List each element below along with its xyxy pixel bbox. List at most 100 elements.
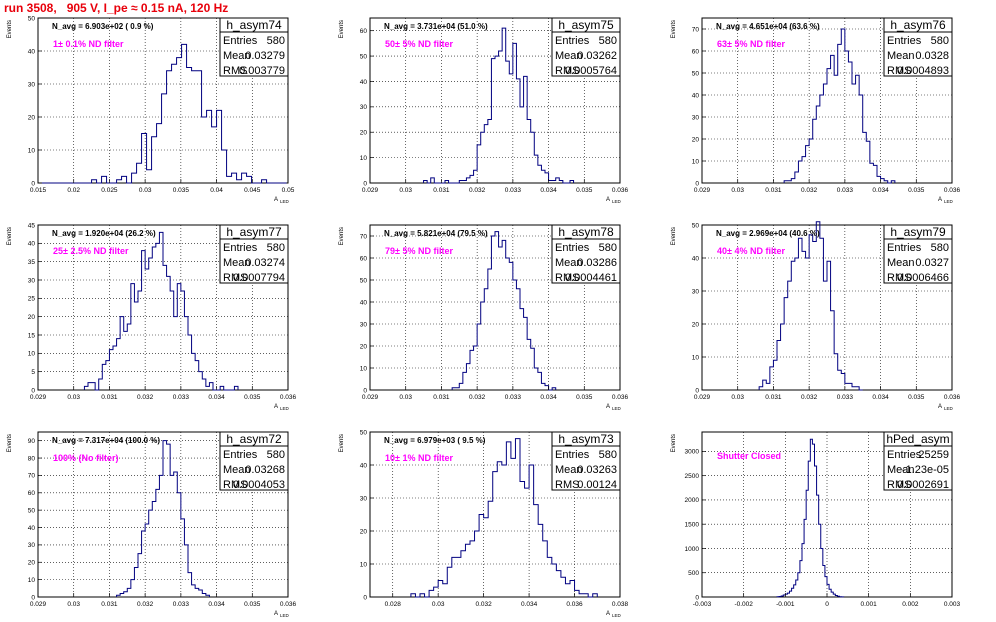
- stat-value: 580: [267, 242, 285, 254]
- histogram-bin: [484, 518, 489, 597]
- histogram-bin: [848, 383, 852, 390]
- histogram-bin: [877, 176, 881, 183]
- histogram-bin: [438, 581, 443, 598]
- x-tick-label: 0.03: [67, 394, 80, 401]
- plot-frame: [369, 224, 621, 391]
- histogram-bin: [547, 557, 552, 597]
- navg-annotation: N_avg = 6.979e+03 ( 9.5 %): [384, 436, 486, 445]
- histogram-bin: [220, 386, 224, 390]
- histogram-bin: [113, 346, 117, 390]
- histogram-bin: [192, 71, 197, 183]
- histogram-bin: [816, 106, 820, 183]
- x-tick-label: 0.031: [433, 394, 450, 401]
- histogram-bin: [162, 94, 167, 183]
- histogram-bin: [234, 386, 238, 390]
- x-tick-label: 0.03: [67, 601, 80, 608]
- histogram-bin: [470, 350, 474, 390]
- histogram-panel: 0.029 0.03 0.031 0.032 0.033 0.034 0.035 0.036 0…: [671, 17, 961, 204]
- x-tick-label: 0.003: [944, 601, 961, 608]
- y-axis-title: Events: [339, 227, 345, 245]
- y-tick-label: 50: [28, 15, 36, 22]
- histogram-bin: [870, 163, 874, 183]
- histogram-bin: [809, 139, 813, 183]
- x-tick-label: 0.04: [210, 187, 223, 194]
- y-tick-label: 25: [28, 296, 36, 303]
- x-tick-label: 0.002: [902, 601, 919, 608]
- histogram-bin: [556, 178, 560, 183]
- histogram-bin: [431, 178, 435, 183]
- histogram-bin: [834, 75, 838, 183]
- stats-box-frame: [883, 17, 953, 77]
- histogram-bin: [848, 62, 852, 183]
- x-tick-label: 0.03: [731, 394, 744, 401]
- y-tick-label: 1000: [685, 546, 700, 553]
- y-tick-label: 0: [31, 387, 35, 394]
- stat-label: Mean: [887, 50, 915, 62]
- stat-value: 580: [931, 242, 949, 254]
- histogram-bin: [466, 364, 470, 390]
- histogram-bin: [195, 361, 199, 390]
- histogram-series: [83, 231, 239, 391]
- stat-value: 0.00124: [577, 479, 617, 491]
- filter-label: 10± 1% ND filter: [385, 453, 453, 463]
- y-tick-label: 35: [28, 259, 36, 266]
- histogram-bin: [131, 284, 135, 390]
- histogram-bin: [174, 317, 178, 390]
- histogram-bin: [149, 258, 153, 390]
- x-tick-label: 0.03: [399, 394, 412, 401]
- x-tick-label: 0.034: [208, 394, 225, 401]
- stat-value: 580: [599, 242, 617, 254]
- histogram-bin: [509, 262, 513, 390]
- histogram-bin: [873, 165, 877, 183]
- x-tick-label: 0.031: [765, 394, 782, 401]
- histogram-bin: [881, 179, 885, 183]
- x-tick-label: 0.033: [505, 187, 522, 194]
- stat-label: Mean: [223, 257, 251, 269]
- x-axis-title-subscript: LED: [944, 406, 954, 411]
- stats-box-frame: [219, 224, 289, 284]
- histogram-bin: [524, 317, 528, 390]
- histogram-bin: [791, 179, 795, 183]
- histogram-bin: [838, 370, 842, 390]
- x-tick-label: 0.045: [244, 187, 261, 194]
- y-tick-label: 20: [28, 560, 36, 567]
- stats-box-frame: [551, 431, 621, 491]
- stat-label: RMS: [555, 65, 579, 77]
- histogram-bin: [152, 247, 156, 390]
- x-tick-label: 0.035: [908, 394, 925, 401]
- histogram-bin: [841, 374, 845, 391]
- x-axis-title: A LED: [606, 611, 622, 618]
- y-tick-label: 60: [28, 490, 36, 497]
- histogram-bin: [527, 120, 531, 183]
- y-tick-label: 20: [360, 130, 368, 137]
- histogram-series: [451, 231, 557, 391]
- stats-box-frame: [219, 17, 289, 77]
- x-tick-label: 0.015: [30, 187, 47, 194]
- y-tick-label: 20: [360, 528, 368, 535]
- histogram-bin: [838, 44, 842, 183]
- stats-box-title: h_asym73: [558, 432, 614, 446]
- histogram-bin: [247, 176, 252, 183]
- stat-label: RMS: [887, 65, 911, 77]
- histogram-bin: [181, 291, 185, 390]
- histogram-bin: [188, 335, 192, 390]
- navg-annotation: N_avg = 7.317e+04 (100.0 %): [52, 436, 160, 445]
- histogram-bin: [866, 141, 870, 183]
- x-tick-label: 0.034: [540, 394, 557, 401]
- x-axis-title: A LED: [606, 197, 622, 204]
- y-tick-label: 40: [360, 462, 368, 469]
- x-axis-title: A LED: [938, 197, 954, 204]
- histogram-bin: [491, 236, 495, 390]
- x-tick-label: 0.032: [801, 187, 818, 194]
- x-tick-label: 0.038: [612, 601, 629, 608]
- histogram-outline: [83, 231, 239, 391]
- histogram-bin: [170, 291, 174, 390]
- x-tick-label: 0.036: [612, 394, 629, 401]
- y-tick-label: 2500: [685, 473, 700, 480]
- x-axis-title-main: A: [938, 404, 942, 410]
- x-tick-label: 0.035: [173, 187, 190, 194]
- histogram-bin: [488, 120, 492, 183]
- y-tick-label: 10: [360, 365, 368, 372]
